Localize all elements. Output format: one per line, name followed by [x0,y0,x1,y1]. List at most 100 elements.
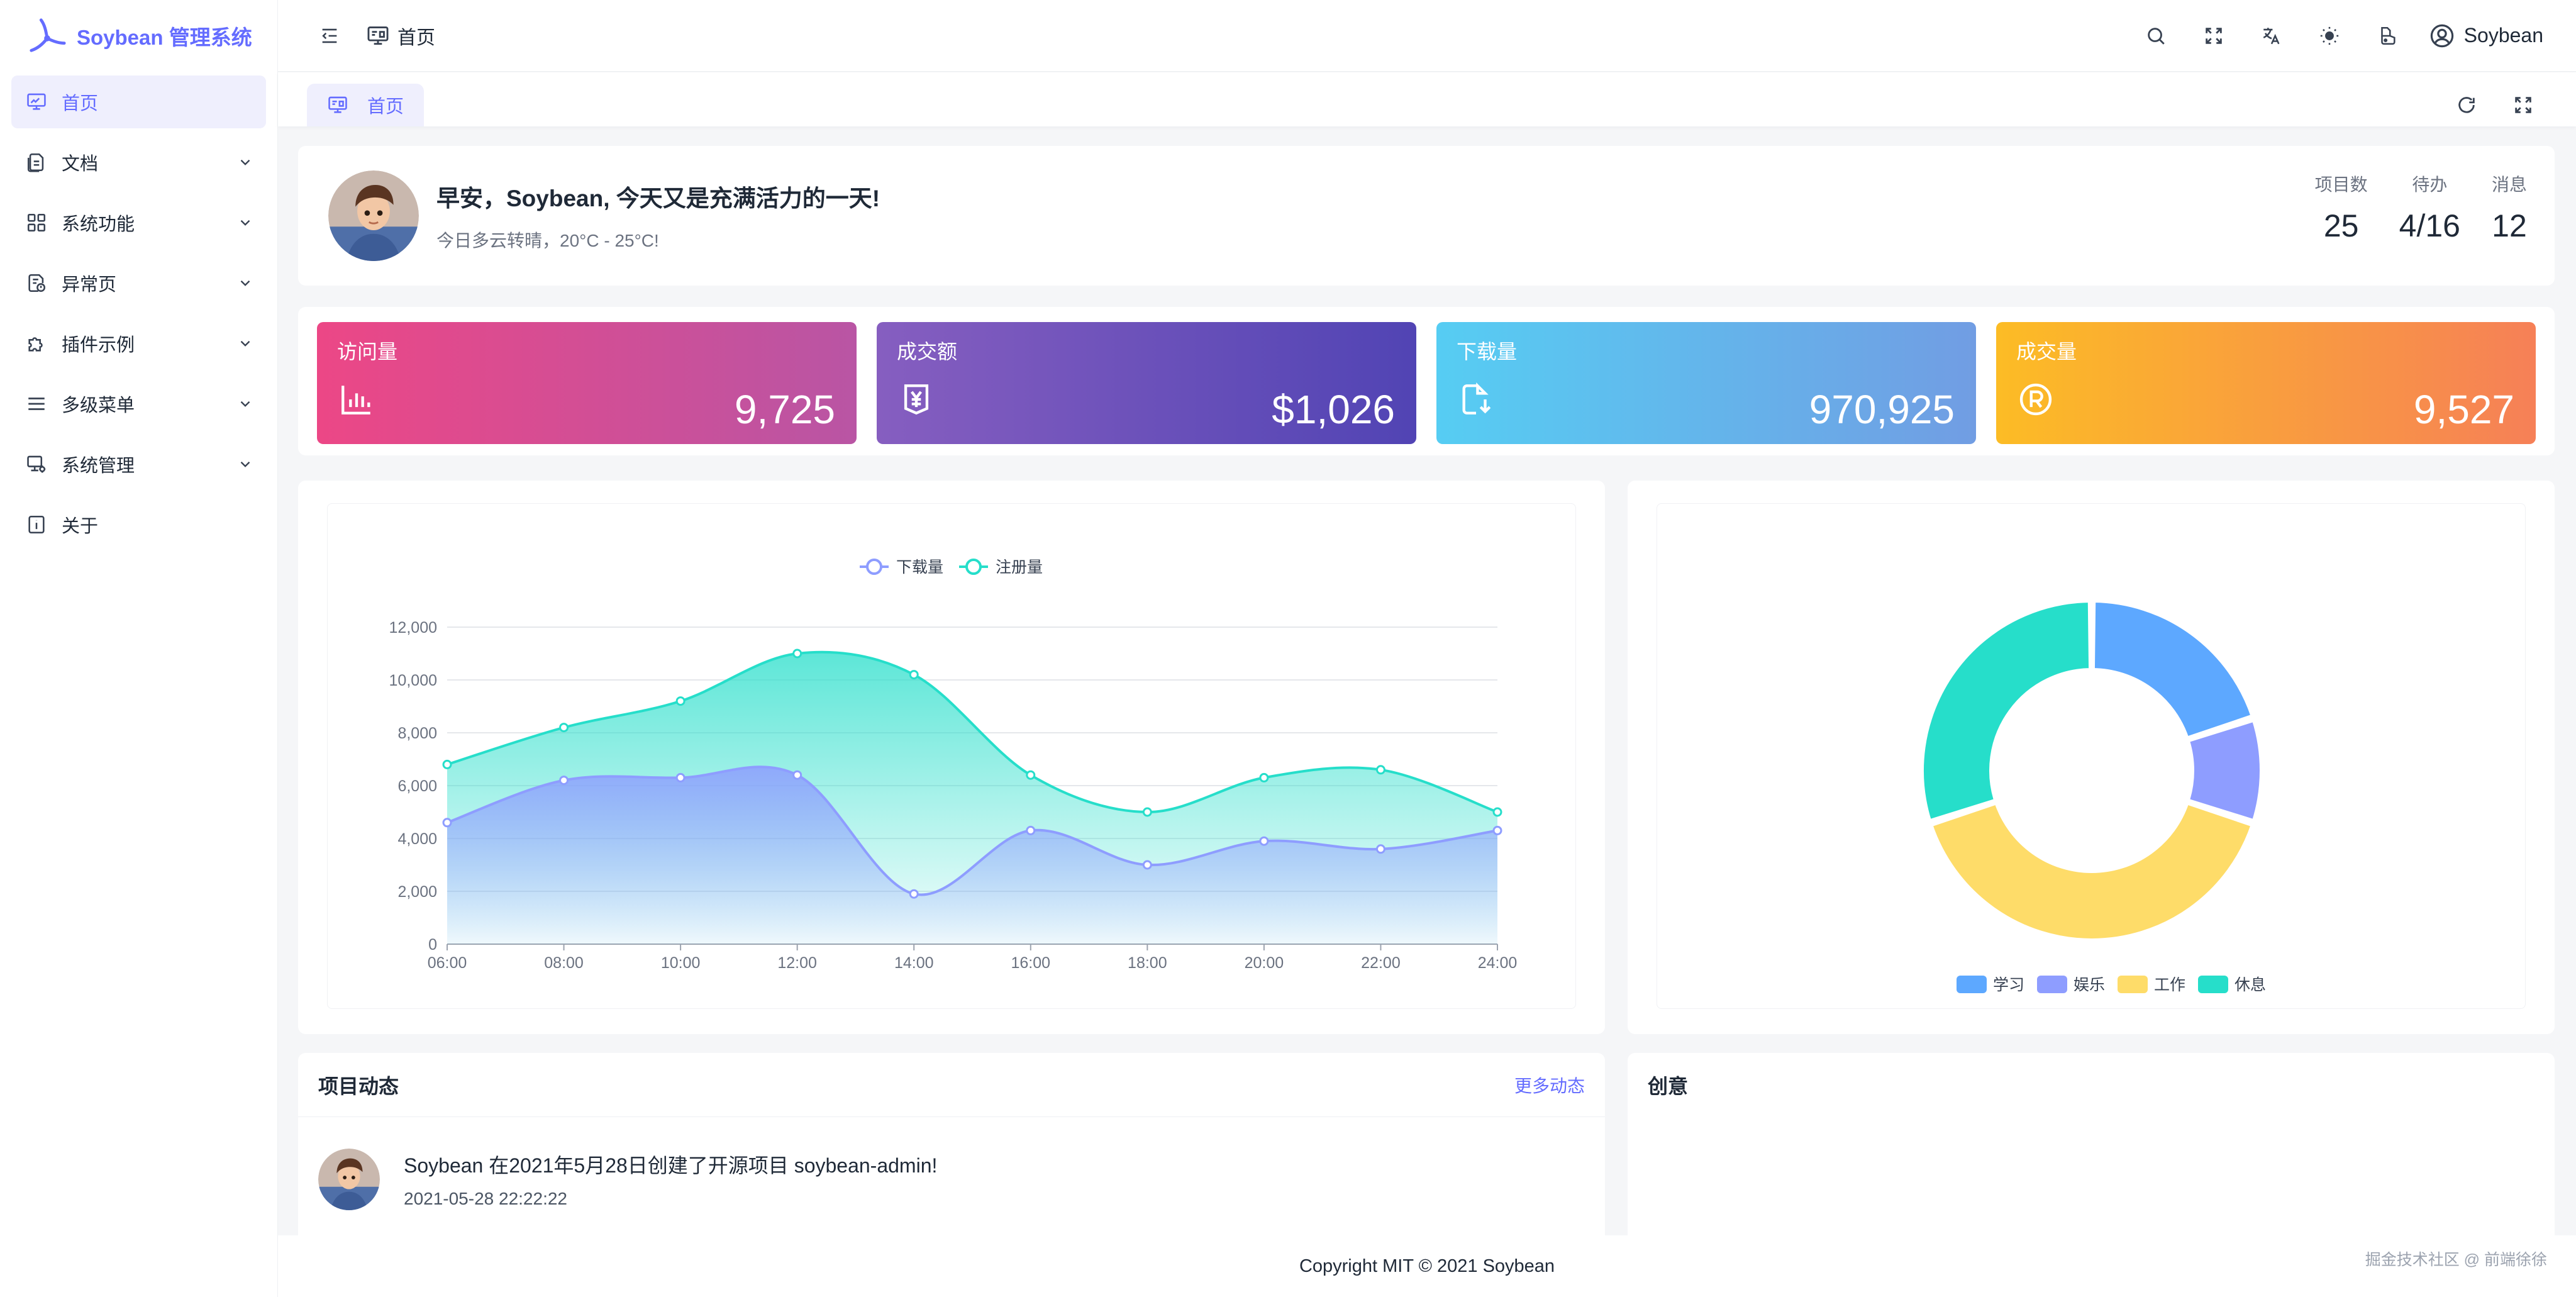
chevron-down-icon [240,401,250,407]
data-point [792,648,802,659]
sidebar-item-plugins[interactable]: 插件示例 [11,317,266,370]
legend-swatch [2118,976,2148,993]
menu-fold-icon [322,28,337,43]
monitor-dashboard-icon [367,26,389,45]
language-button[interactable] [2253,17,2290,55]
list-item: Soybean 在2021年5月28日创建了开源项目 soybean-admin… [298,1117,1605,1242]
chevron-down-icon [240,280,250,286]
sidebar: Soybean 管理系统 首页 文档 系统功能 异常页 [0,0,278,1297]
stat-value: 25 [2323,208,2359,243]
chevron-down-icon [240,159,250,165]
x-tick-label: 24:00 [1478,954,1518,972]
welcome-text: 早安，Soybean, 今天又是充满活力的一天! 今日多云转晴，20°C - 2… [436,179,880,252]
content-fullscreen-button[interactable] [2504,86,2542,124]
data-point [559,776,569,786]
x-tick-label: 20:00 [1245,954,1284,972]
menu-lines-icon [25,392,48,415]
weather-text: 今日多云转晴，20°C - 25°C! [436,231,659,250]
card-title: 项目动态 [318,1074,399,1098]
tab-label: 首页 [367,97,404,117]
legend-label: 下载量 [896,559,943,576]
stat-messages: 消息 12 [2492,171,2527,244]
refresh-button[interactable] [2448,86,2485,124]
donut-slice [2090,599,2255,740]
data-point [1142,807,1152,817]
theme-config-button[interactable] [2368,17,2406,55]
copyright-text: Copyright MIT © 2021 Soybean [1299,1255,1555,1276]
sidebar-item-docs[interactable]: 文档 [11,136,266,189]
sidebar-item-label: 文档 [62,154,99,174]
donut-slice [1920,599,2093,823]
monitor-dashboard-icon [25,91,48,113]
user-name: Soybean [2463,24,2543,47]
y-tick-label: 4,000 [397,830,437,848]
kpi-section: 访问量 9,725 成交额 $1,026 下载量 970,925 成交量 9,5… [298,307,2555,455]
x-tick-label: 18:00 [1128,954,1167,972]
avatar [328,170,419,261]
sidebar-item-home[interactable]: 首页 [11,75,266,128]
search-button[interactable] [2137,17,2175,55]
data-point [675,696,686,706]
legend-label: 学习 [1993,976,2024,994]
sidebar-item-system-functions[interactable]: 系统功能 [11,196,266,249]
series-line [447,650,1498,814]
tabs-actions [2429,86,2542,124]
legend-swatch [2037,976,2067,993]
kpi-title: 成交量 [2016,340,2077,363]
sidebar-item-system-manage[interactable]: 系统管理 [11,438,266,491]
y-tick-label: 0 [428,936,437,954]
sidebar-item-label: 关于 [62,516,99,537]
system-manage-icon [25,453,48,476]
tab-home[interactable]: 首页 [307,84,425,126]
stat-label: 消息 [2491,175,2527,194]
plugin-icon [25,332,48,355]
breadcrumb[interactable]: 首页 [366,22,435,50]
kpi-title: 访问量 [337,340,398,363]
activity-time: 2021-05-28 22:22:22 [404,1189,567,1208]
registered-icon [2019,383,2052,416]
stat-projects: 项目数 25 [2315,171,2368,244]
donut-chart-container: 学习 娱乐 工作 休息 [1657,503,2526,1009]
soybean-logo-icon [30,18,66,52]
tabs-bar: 首页 [278,72,2576,126]
legend-label: 工作 [2154,976,2185,994]
menu-fold-button[interactable] [311,17,348,55]
legend-marker [866,559,882,575]
y-tick-label: 8,000 [397,725,437,742]
sidebar-item-exception[interactable]: 异常页 [11,257,266,309]
donut-chart: 学习 娱乐 工作 休息 [1920,599,2266,994]
kpi-value: 9,527 [2413,387,2514,432]
data-point [1375,844,1385,854]
data-point [442,759,452,769]
fullscreen-icon [2205,27,2222,44]
sidebar-item-label: 系统功能 [62,214,135,235]
kpi-card-deals: 成交量 9,527 [1996,322,2536,444]
app-logo[interactable]: Soybean 管理系统 [0,0,277,72]
activity-title: Soybean 在2021年5月28日创建了开源项目 soybean-admin… [404,1154,938,1177]
theme-icon [2380,26,2396,45]
data-point [1375,765,1385,775]
top-header: 首页 Soybean [278,0,2576,72]
sidebar-item-label: 异常页 [62,275,117,295]
chevron-down-icon [240,340,250,347]
x-tick-label: 10:00 [661,954,701,972]
data-point [1026,825,1036,835]
welcome-stats: 项目数 25 待办 4/16 消息 12 [2284,171,2527,244]
fullscreen-icon [2515,97,2531,113]
theme-mode-button[interactable] [2311,17,2348,55]
x-tick-label: 06:00 [428,954,467,972]
bar-chart-icon [341,386,370,415]
user-circle-icon [2430,24,2453,47]
data-point [1492,825,1502,835]
sidebar-item-multi-menu[interactable]: 多级菜单 [11,377,266,430]
more-activity-link[interactable]: 更多动态 [1514,1076,1585,1096]
data-point [1026,770,1036,780]
sidebar-item-about[interactable]: 关于 [11,498,266,551]
card-header: 项目动态 更多动态 [298,1053,1605,1117]
fullscreen-button[interactable] [2195,17,2233,55]
user-menu[interactable]: Soybean [2429,23,2543,49]
stat-label: 项目数 [2314,175,2368,194]
series-area [447,767,1497,944]
x-tick-label: 14:00 [894,954,934,972]
kpi-value: $1,026 [1272,387,1395,432]
